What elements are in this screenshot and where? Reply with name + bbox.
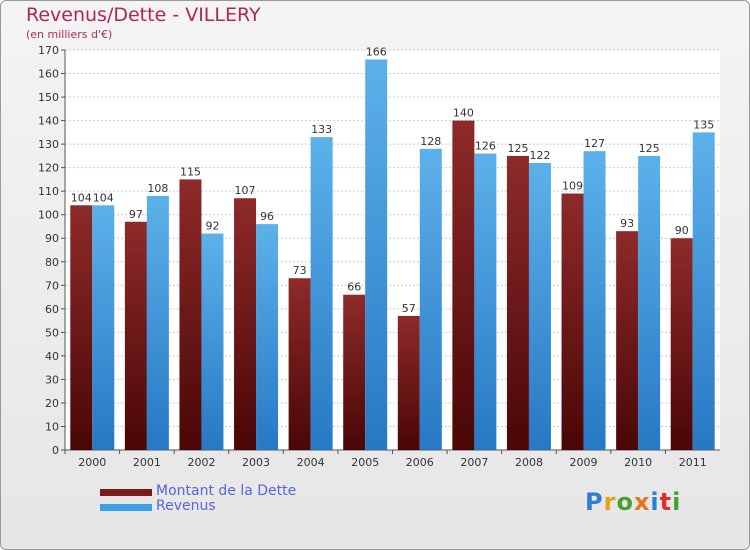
logo-letter: r [603, 488, 617, 516]
data-label: 96 [260, 210, 274, 223]
bar-revenus [638, 155, 661, 450]
data-label: 92 [205, 220, 219, 233]
bar-dette [670, 238, 693, 450]
data-label: 125 [507, 142, 528, 155]
legend-swatch-dette [100, 489, 152, 496]
bar-revenus [310, 137, 333, 450]
bar-revenus [528, 162, 551, 451]
data-label: 126 [475, 140, 496, 153]
data-label: 104 [71, 191, 92, 204]
bar-dette [179, 179, 202, 451]
x-tick-label: 2010 [624, 456, 652, 469]
bar-revenus [692, 132, 715, 450]
data-label: 125 [639, 142, 660, 155]
x-tick-label: 2004 [297, 456, 325, 469]
logo-letter: P [585, 488, 604, 516]
bar-dette [506, 155, 529, 450]
y-tick-label: 30 [45, 373, 59, 386]
data-label: 90 [675, 224, 689, 237]
x-tick-label: 2000 [78, 456, 106, 469]
data-label: 135 [693, 118, 714, 131]
x-tick-label: 2002 [187, 456, 215, 469]
data-label: 104 [93, 191, 114, 204]
x-tick-label: 2009 [570, 456, 598, 469]
y-tick-label: 20 [45, 397, 59, 410]
y-tick-label: 130 [38, 138, 59, 151]
bar-revenus [146, 195, 169, 450]
bar-dette [616, 231, 639, 450]
x-tick-label: 2011 [679, 456, 707, 469]
data-label: 122 [529, 149, 550, 162]
data-label: 93 [620, 217, 634, 230]
data-label: 166 [366, 45, 387, 58]
chart-subtitle: (en milliers d'€) [26, 28, 113, 41]
data-label: 127 [584, 137, 605, 150]
x-tick-label: 2003 [242, 456, 270, 469]
y-tick-label: 10 [45, 420, 59, 433]
data-label: 140 [453, 107, 474, 120]
logo-letter: i [672, 488, 682, 516]
bar-revenus [419, 148, 442, 450]
legend-label-dette: Montant de la Dette [156, 483, 297, 499]
bar-dette [234, 198, 257, 450]
y-tick-label: 110 [38, 185, 59, 198]
x-tick-label: 2006 [406, 456, 434, 469]
y-tick-label: 0 [52, 444, 59, 457]
data-label: 73 [293, 264, 307, 277]
legend-swatch-revenus [100, 504, 152, 511]
chart-title: Revenus/Dette - VILLERY [26, 4, 261, 26]
y-tick-label: 160 [38, 68, 59, 81]
bar-revenus [201, 233, 224, 450]
y-tick-label: 40 [45, 350, 59, 363]
y-tick-label: 70 [45, 279, 59, 292]
data-label: 57 [402, 302, 416, 315]
bar-revenus [583, 151, 606, 451]
x-tick-label: 2001 [133, 456, 161, 469]
bar-dette [288, 278, 311, 450]
y-tick-label: 100 [38, 209, 59, 222]
data-label: 133 [311, 123, 332, 136]
y-tick-label: 120 [38, 162, 59, 175]
bar-dette [124, 221, 147, 450]
bar-dette [397, 315, 420, 450]
data-label: 109 [562, 180, 583, 193]
bar-revenus [92, 205, 115, 450]
y-tick-label: 50 [45, 326, 59, 339]
legend-label-revenus: Revenus [156, 498, 216, 514]
x-tick-label: 2007 [460, 456, 488, 469]
data-label: 128 [420, 135, 441, 148]
data-label: 107 [235, 184, 256, 197]
y-tick-label: 60 [45, 303, 59, 316]
y-tick-label: 80 [45, 256, 59, 269]
y-tick-label: 90 [45, 232, 59, 245]
y-tick-label: 140 [38, 115, 59, 128]
bar-revenus [365, 59, 388, 450]
logo-letter: i [650, 488, 660, 516]
data-label: 115 [180, 165, 201, 178]
data-label: 108 [147, 182, 168, 195]
bar-revenus [474, 153, 497, 450]
bar-dette [343, 294, 366, 450]
x-tick-label: 2008 [515, 456, 543, 469]
bar-dette [452, 120, 475, 451]
bar-dette [70, 205, 93, 450]
y-tick-label: 150 [38, 91, 59, 104]
plot-area [65, 50, 720, 450]
data-label: 97 [129, 208, 143, 221]
bar-revenus [256, 224, 279, 450]
proxiti-logo: Proxiti [585, 488, 681, 516]
data-label: 66 [347, 281, 361, 294]
y-tick-label: 170 [38, 44, 59, 57]
x-tick-label: 2005 [351, 456, 379, 469]
bar-dette [561, 193, 584, 450]
logo-letter: o [616, 488, 634, 516]
logo-letter: t [659, 488, 673, 516]
logo-letter: x [633, 488, 651, 516]
